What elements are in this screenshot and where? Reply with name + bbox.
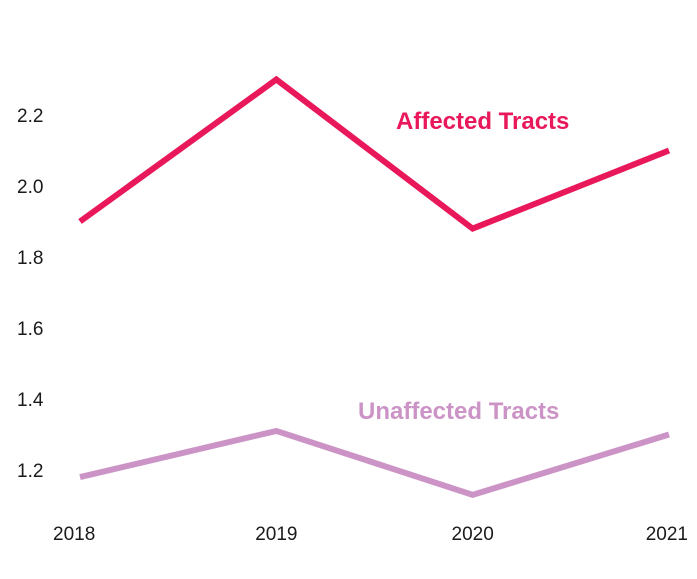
series-label-affected-tracts: Affected Tracts: [396, 108, 569, 135]
x-tick-label: 2018: [53, 524, 95, 545]
series-line-affected-tracts: [78, 75, 671, 233]
x-tick-label: 2019: [255, 524, 297, 545]
series-lines: [78, 75, 671, 498]
y-tick-label: 1.6: [17, 319, 43, 340]
x-tick-label: 2020: [452, 524, 494, 545]
x-axis-ticks: 2018 2019 2020 2021: [53, 524, 688, 545]
y-tick-label: 1.4: [17, 390, 44, 411]
y-tick-label: 2.2: [17, 106, 43, 127]
x-tick-label: 2021: [646, 524, 688, 545]
y-tick-label: 2.0: [17, 177, 43, 198]
series-label-unaffected-tracts: Unaffected Tracts: [358, 398, 559, 425]
y-tick-label: 1.8: [17, 248, 43, 269]
series-line-unaffected-tracts: [79, 427, 670, 498]
y-axis-ticks: 1.2 1.4 1.6 1.8 2.0 2.2: [17, 106, 44, 482]
y-tick-label: 1.2: [17, 461, 43, 482]
